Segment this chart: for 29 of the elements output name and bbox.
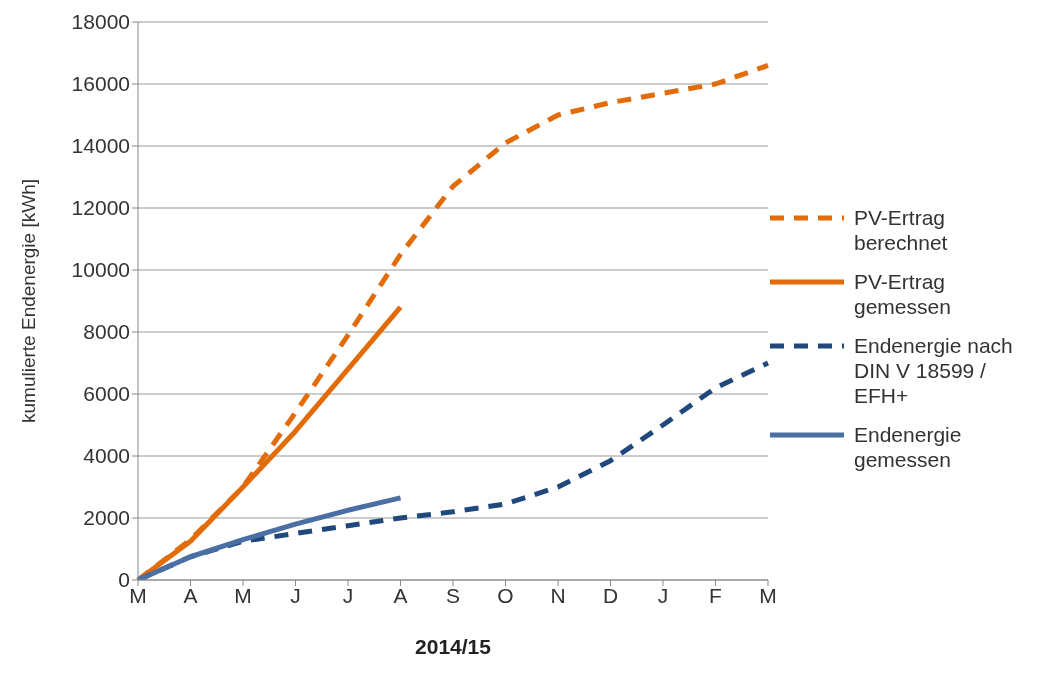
x-tick-label: J — [342, 583, 354, 607]
legend-label: Endenergie nach DIN V 18599 / EFH+ — [854, 332, 1014, 408]
y-tick-label: 8000 — [83, 320, 130, 344]
x-tick-label: M — [129, 583, 147, 607]
x-tick-label: M — [759, 583, 777, 607]
x-axis-title: 2014/15 — [415, 635, 492, 658]
x-tick-label: J — [657, 583, 669, 607]
y-tick-label: 12000 — [71, 196, 130, 220]
x-tick-label: A — [393, 583, 408, 607]
y-axis-title: kumulierte Endenergie [kWh] — [17, 179, 39, 423]
y-tick-label: 18000 — [71, 10, 130, 34]
y-tick-label: 16000 — [71, 72, 130, 96]
y-tick-label: 4000 — [83, 444, 130, 468]
x-tick-label: A — [183, 583, 198, 607]
x-tick-label: O — [497, 583, 514, 607]
x-tick-label: F — [709, 583, 722, 607]
legend-label: PV-Ertrag gemessen — [854, 268, 952, 319]
legend-label: PV-Ertrag berechnet — [854, 204, 949, 255]
x-tick-label: S — [445, 583, 461, 607]
legend-label: Endenergie gemessen — [854, 421, 963, 472]
x-tick-label: J — [290, 583, 301, 607]
x-tick-label: N — [550, 583, 566, 607]
y-tick-label: 14000 — [71, 134, 130, 158]
y-tick-label: 0 — [118, 568, 130, 592]
x-tick-label: M — [234, 583, 252, 607]
y-tick-label: 10000 — [71, 258, 130, 282]
x-tick-label: D — [602, 583, 619, 607]
y-tick-label: 6000 — [83, 382, 130, 406]
y-tick-label: 2000 — [83, 506, 130, 530]
